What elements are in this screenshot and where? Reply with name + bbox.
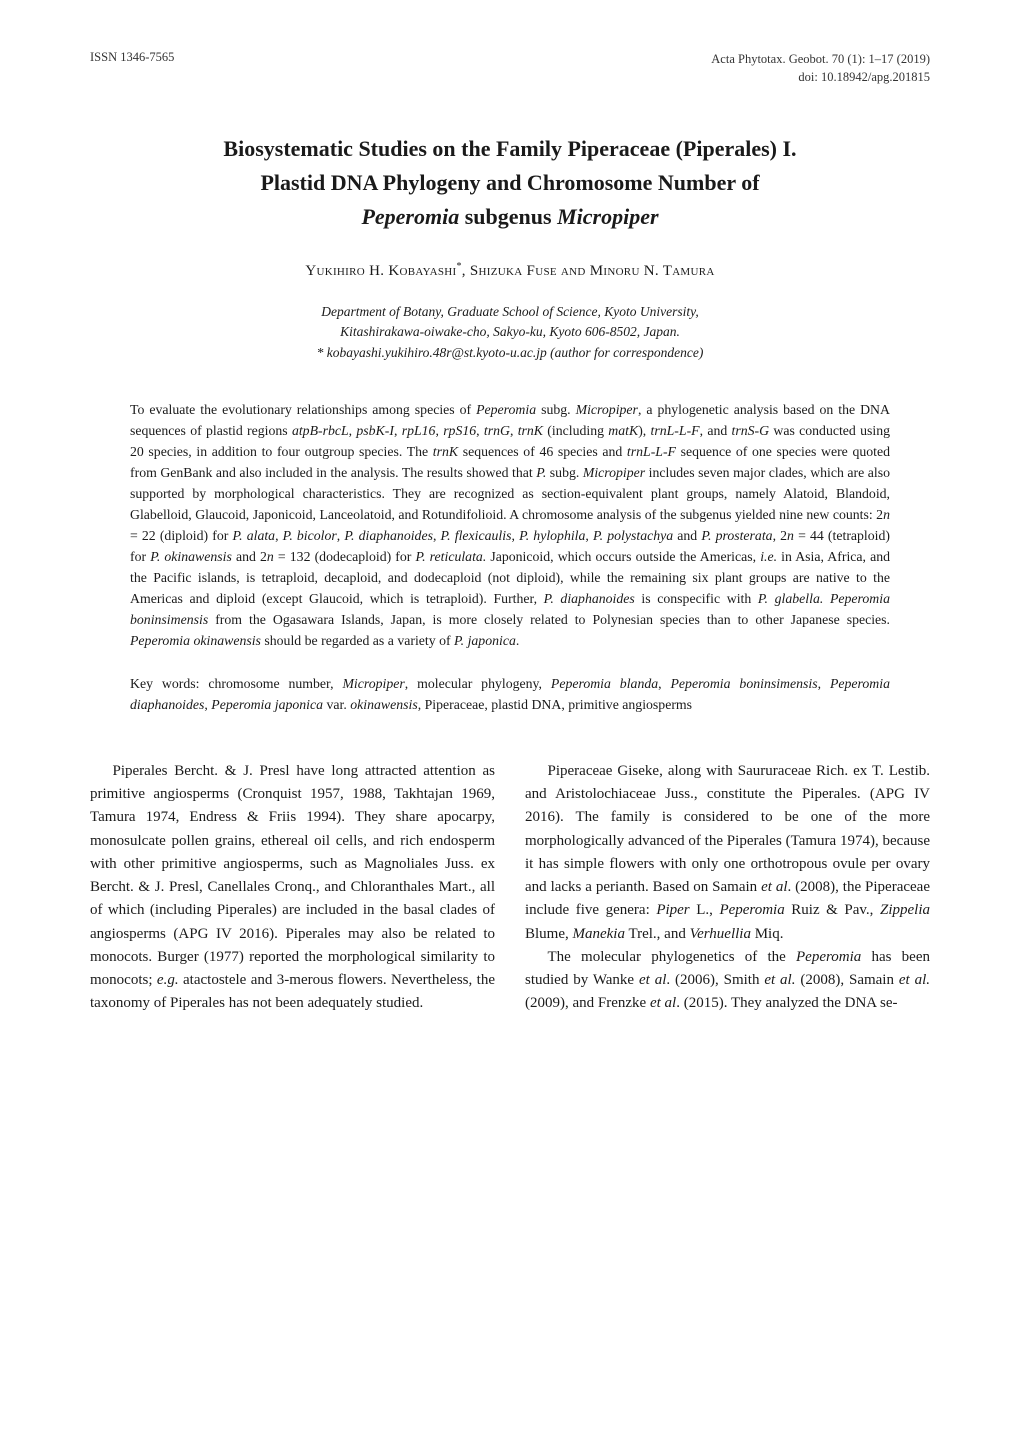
keywords: Key words: chromosome number, Micropiper… <box>130 674 890 716</box>
citation-block: Acta Phytotax. Geobot. 70 (1): 1–17 (201… <box>711 50 930 86</box>
running-head: ISSN 1346-7565 Acta Phytotax. Geobot. 70… <box>90 50 930 86</box>
body-paragraph-1: Piperales Bercht. & J. Presl have long a… <box>90 760 495 1016</box>
affil-line-1: Department of Botany, Graduate School of… <box>90 302 930 323</box>
title-line-1: Biosystematic Studies on the Family Pipe… <box>90 132 930 166</box>
journal-page: ISSN 1346-7565 Acta Phytotax. Geobot. 70… <box>0 0 1020 1076</box>
abstract: To evaluate the evolutionary relationshi… <box>130 400 890 652</box>
title-subgenus: Micropiper <box>557 204 658 229</box>
article-title: Biosystematic Studies on the Family Pipe… <box>90 132 930 234</box>
doi: doi: 10.18942/apg.201815 <box>711 68 930 86</box>
authors: Yukihiro H. Kobayashi*, Shizuka Fuse and… <box>90 261 930 280</box>
title-line-3: Peperomia subgenus Micropiper <box>90 200 930 234</box>
body-paragraph-2: Piperaceae Giseke, along with Saururacea… <box>525 760 930 946</box>
affiliation: Department of Botany, Graduate School of… <box>90 302 930 365</box>
affil-line-3: * kobayashi.yukihiro.48r@st.kyoto-u.ac.j… <box>90 343 930 364</box>
journal-citation: Acta Phytotax. Geobot. 70 (1): 1–17 (201… <box>711 50 930 68</box>
body-paragraph-3: The molecular phylogenetics of the Peper… <box>525 946 930 1016</box>
affil-line-2: Kitashirakawa-oiwake-cho, Sakyo-ku, Kyot… <box>90 322 930 343</box>
title-connector: subgenus <box>459 204 557 229</box>
title-genus: Peperomia <box>361 204 459 229</box>
body-text: Piperales Bercht. & J. Presl have long a… <box>90 760 930 1016</box>
title-line-2: Plastid DNA Phylogeny and Chromosome Num… <box>90 166 930 200</box>
issn: ISSN 1346-7565 <box>90 50 174 86</box>
